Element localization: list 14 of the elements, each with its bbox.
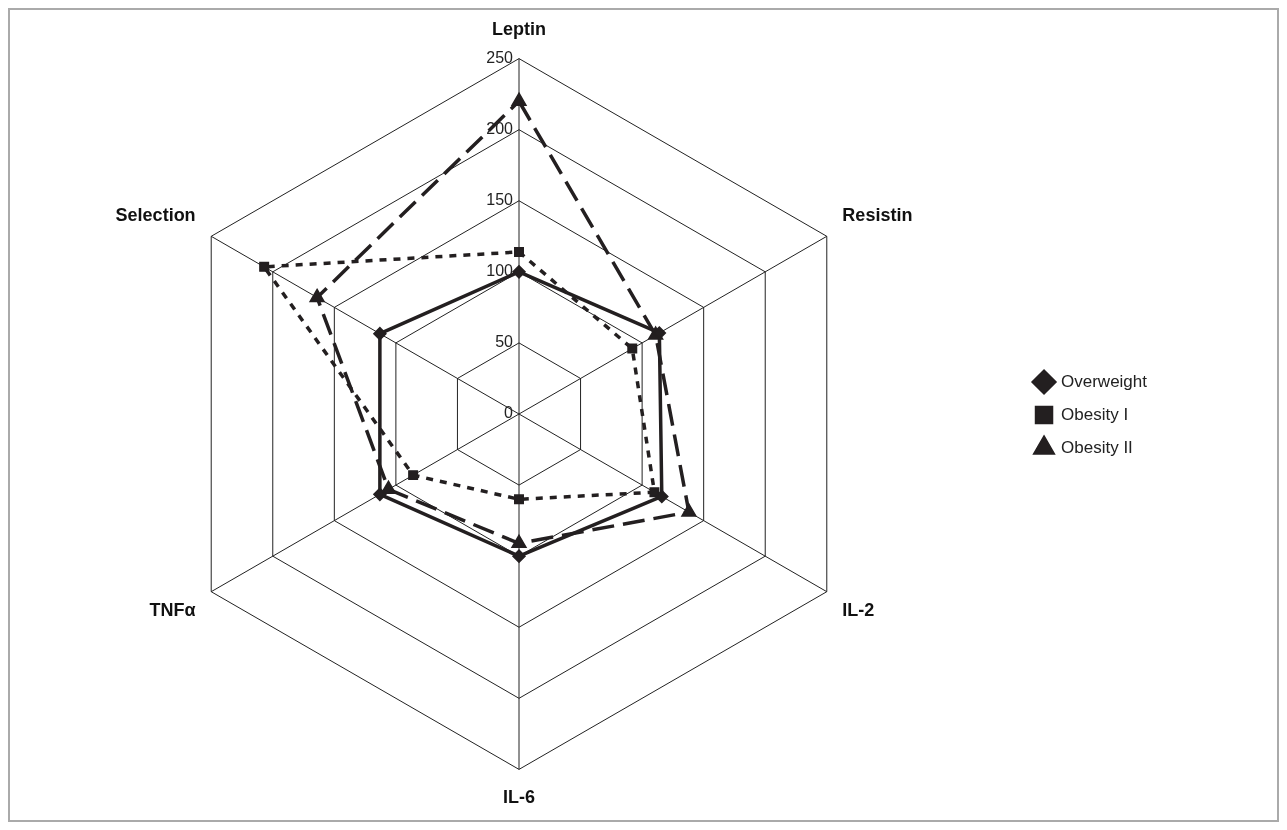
legend-label: Obesity I (1061, 404, 1129, 424)
y-tick-label: 50 (495, 333, 514, 351)
y-tick-label: 100 (486, 262, 514, 280)
y-tick-label: 250 (486, 49, 514, 67)
y-tick-label: 150 (486, 191, 514, 209)
spoke-label: Selection (115, 205, 196, 226)
spoke-label: Leptin (492, 18, 546, 39)
legend-label: Overweight (1061, 371, 1148, 391)
spoke-label: IL-2 (842, 600, 875, 621)
spoke-label: Resistin (842, 205, 913, 226)
legend-label: Obesity II (1061, 437, 1133, 457)
y-tick-label: 0 (504, 404, 514, 422)
spoke-label: TNFα (149, 600, 196, 621)
spoke-label: IL-6 (502, 787, 536, 808)
